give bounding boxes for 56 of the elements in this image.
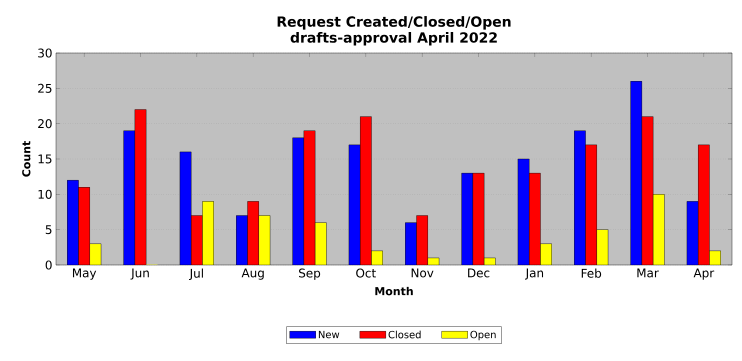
bar [258,215,270,265]
x-tick-label: Aug [242,268,264,280]
bar [134,109,146,265]
y-tick-label: 5 [46,225,52,234]
bar [630,81,642,265]
y-tick-label: 0 [46,260,52,270]
x-tick-label: Nov [412,268,434,278]
x-tick-label: Jul [189,268,203,280]
bar [586,144,597,265]
bar [247,201,259,265]
y-tick-label: 10 [38,190,52,199]
x-tick-label: Oct [356,268,376,278]
legend-label: Closed [388,330,421,338]
bar [698,144,710,265]
bar [90,244,102,265]
bar [191,215,203,265]
bar [652,194,665,265]
bar [596,230,608,265]
bar [574,130,586,265]
bar [461,172,474,265]
y-tick-label: 15 [38,154,52,164]
x-tick-label: Dec [468,268,490,278]
x-tick-label: Feb [582,268,602,278]
y-tick-label: 25 [38,84,52,93]
bar [304,130,316,265]
chart-title: Request Created/Closed/Open drafts-approval April 2022 [278,16,511,46]
x-tick-label: Sep [299,268,320,280]
y-axis-title: Count [22,141,30,177]
bar [405,222,417,265]
x-tick-label: Apr [694,268,714,280]
bar [123,130,136,265]
bar [180,152,192,265]
bar [236,215,248,265]
bar [642,116,654,265]
bar [67,180,79,265]
bar [686,201,698,265]
bar [314,222,327,265]
bar [292,138,304,265]
bar [518,158,530,265]
bar [540,244,552,265]
bar [416,215,428,265]
bar [472,172,484,265]
bar [360,116,372,265]
bar [78,187,90,265]
x-axis-title: Month [375,286,413,296]
bar [529,172,541,265]
x-tick-label: Mar [637,268,659,278]
legend-label: Open [470,330,496,340]
y-tick-label: 20 [38,119,52,128]
bar [348,144,360,265]
x-tick-label: Jun [130,268,149,280]
bar [202,201,214,265]
legend-label: New [318,330,340,338]
y-tick-label: 30 [38,48,52,58]
x-tick-label: Jan [525,268,544,280]
x-tick-label: May [72,268,96,280]
